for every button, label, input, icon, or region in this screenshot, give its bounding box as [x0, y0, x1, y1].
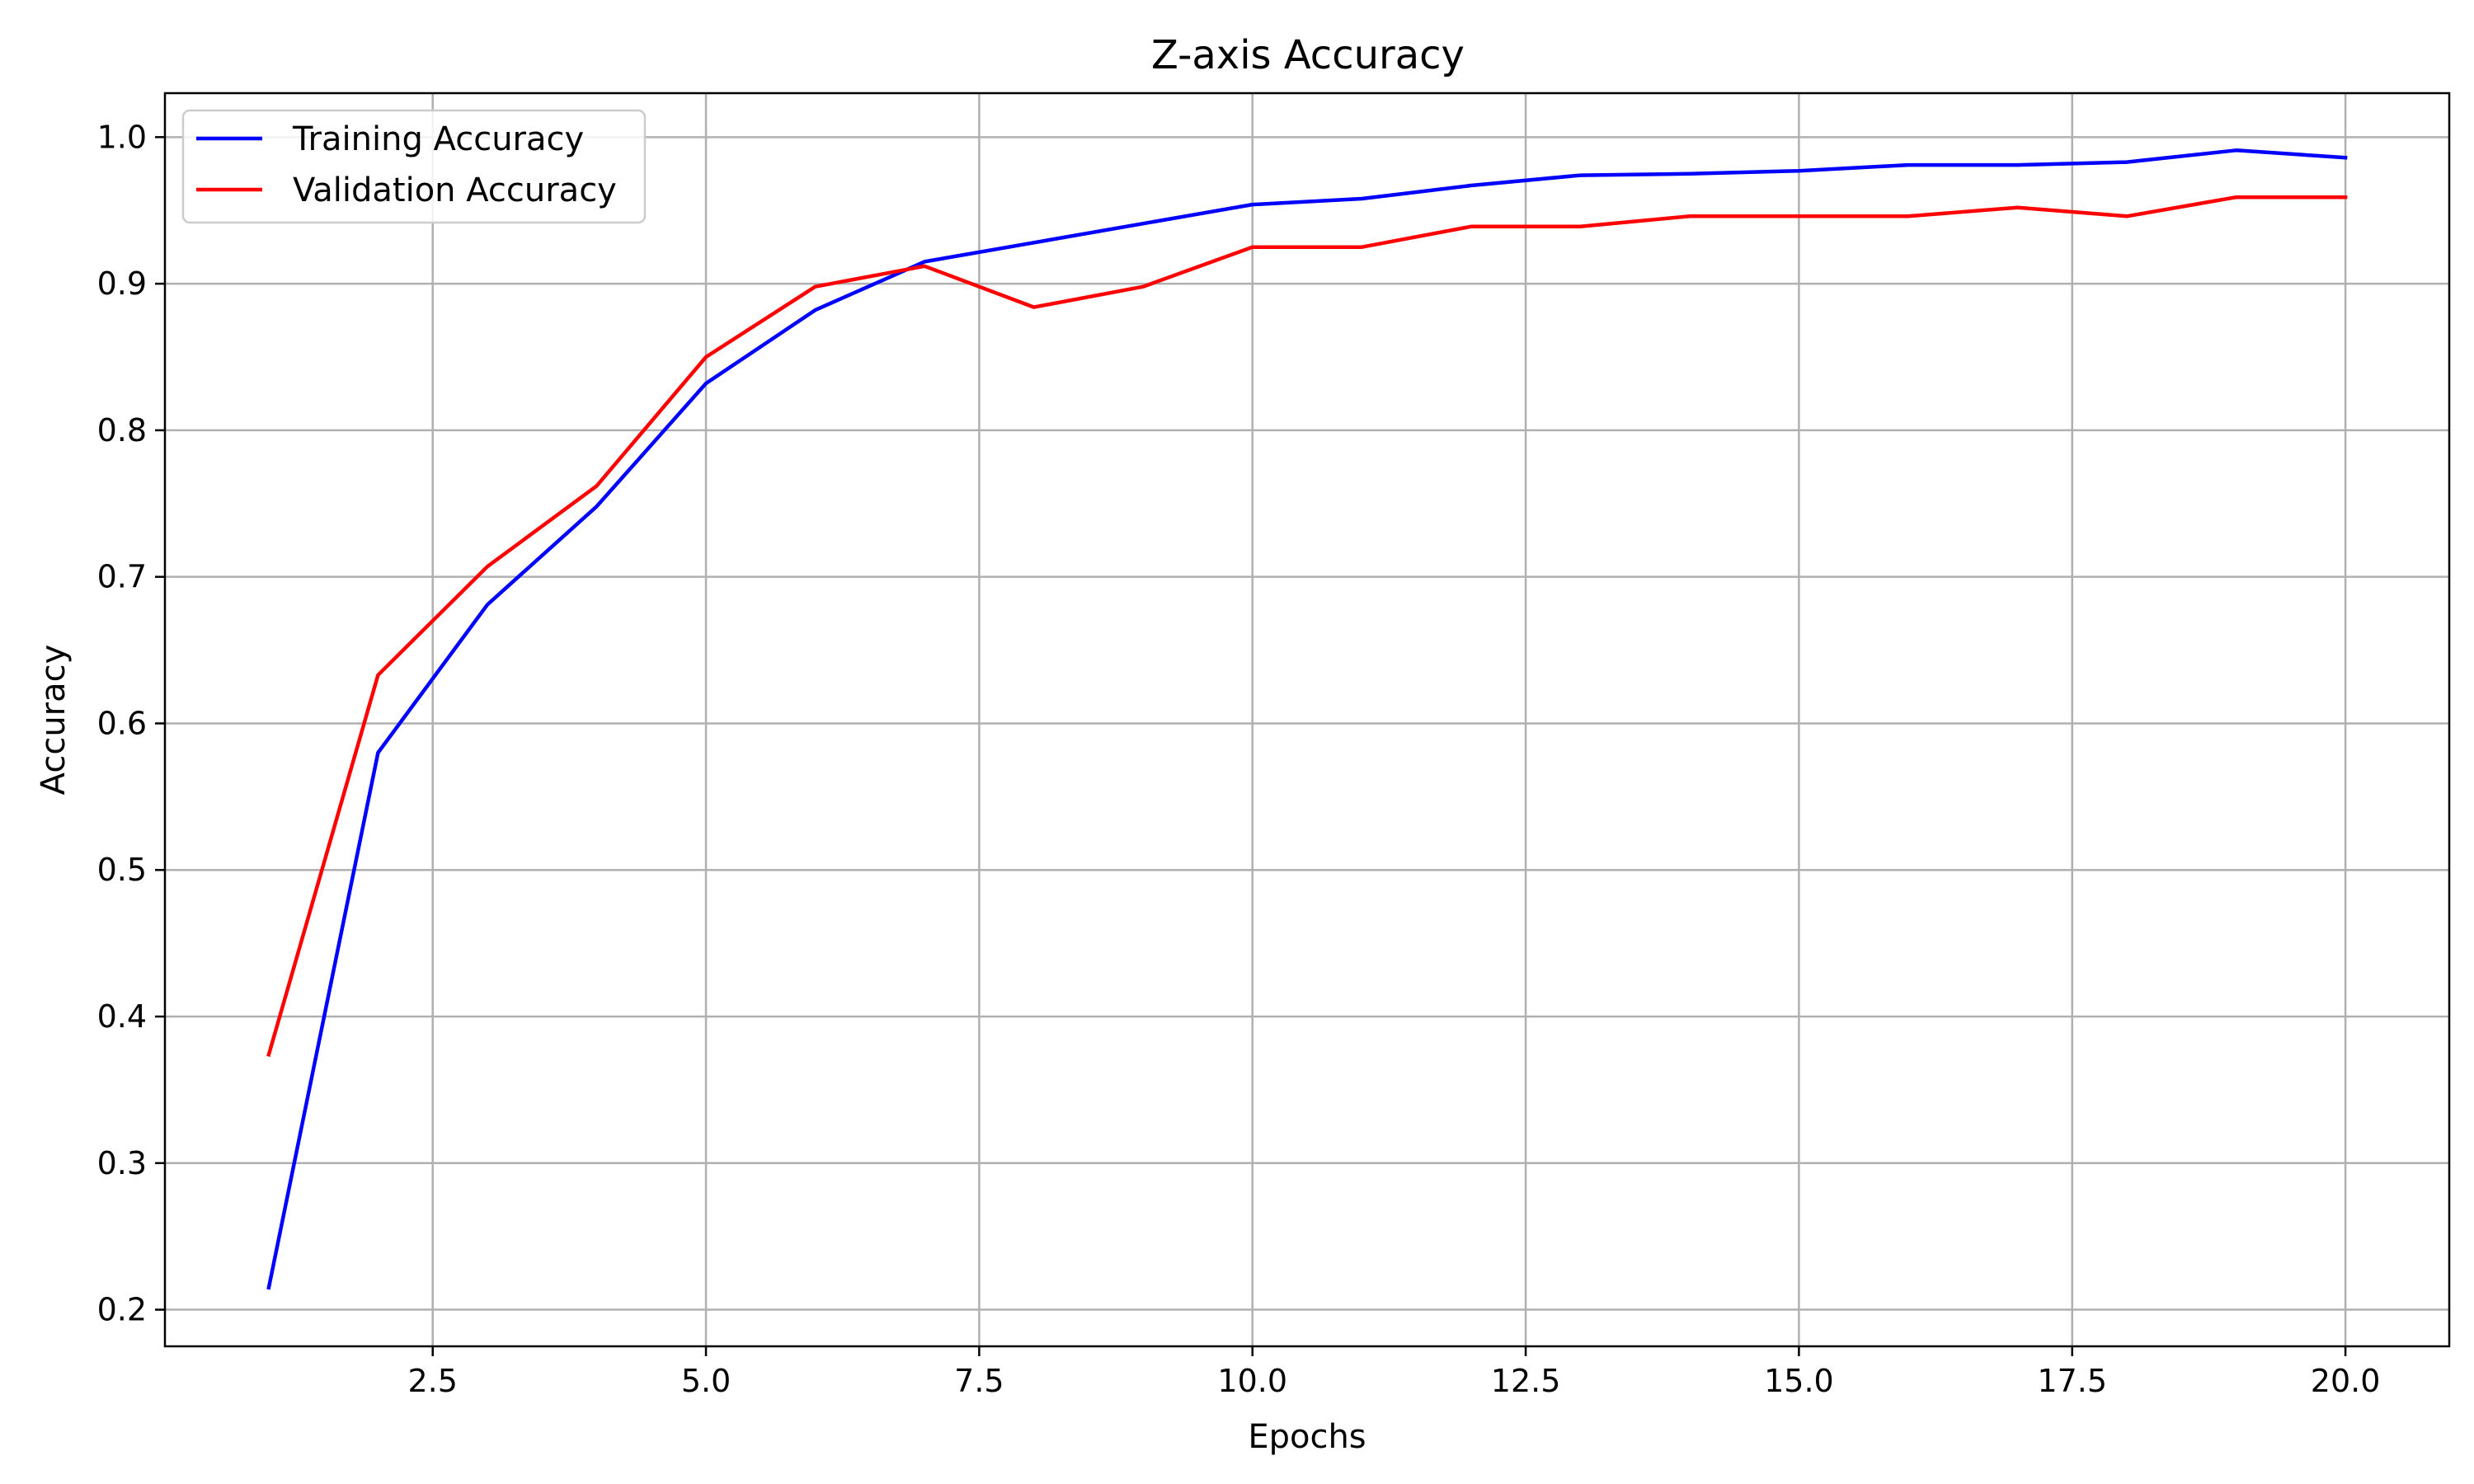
legend: Training Accuracy Validation Accuracy [181, 109, 647, 224]
y-tick-label: 0.8 [97, 412, 147, 448]
y-tick-label: 0.5 [97, 852, 147, 888]
x-axis-label: Epochs [1248, 1418, 1366, 1456]
plot-frame [163, 92, 2451, 1348]
y-tick-label: 0.2 [97, 1292, 147, 1328]
grid [165, 93, 2449, 1346]
chart-title: Z-axis Accuracy [1151, 32, 1465, 78]
x-tick-label: 12.5 [1491, 1363, 1561, 1399]
y-tick-label: 1.0 [97, 119, 147, 155]
x-tick-label: 10.0 [1217, 1363, 1287, 1399]
legend-box [181, 109, 647, 224]
x-tick-label: 17.5 [2037, 1363, 2107, 1399]
y-axis-ticks: 0.2 0.3 0.4 0.5 0.6 0.7 0.8 0.9 1.0 [97, 119, 165, 1328]
x-tick-label: 5.0 [681, 1363, 731, 1399]
y-axis-label: Accuracy [35, 645, 73, 796]
y-tick-label: 0.4 [97, 998, 147, 1035]
legend-label: Validation Accuracy [293, 171, 617, 209]
legend-label: Training Accuracy [292, 120, 584, 158]
x-tick-label: 15.0 [1764, 1363, 1834, 1399]
series-lines [266, 148, 2348, 1290]
y-tick-label: 0.9 [97, 265, 147, 302]
x-tick-label: 2.5 [407, 1363, 457, 1399]
y-tick-label: 0.7 [97, 559, 147, 595]
series-line-validation-accuracy [266, 195, 2348, 1057]
x-axis-ticks: 2.5 5.0 7.5 10.0 12.5 15.0 17.5 20.0 [407, 1346, 2380, 1399]
y-tick-label: 0.3 [97, 1145, 147, 1181]
y-tick-label: 0.6 [97, 705, 147, 741]
x-tick-label: 7.5 [954, 1363, 1004, 1399]
x-tick-label: 20.0 [2311, 1363, 2381, 1399]
series-line-training-accuracy [266, 148, 2348, 1290]
